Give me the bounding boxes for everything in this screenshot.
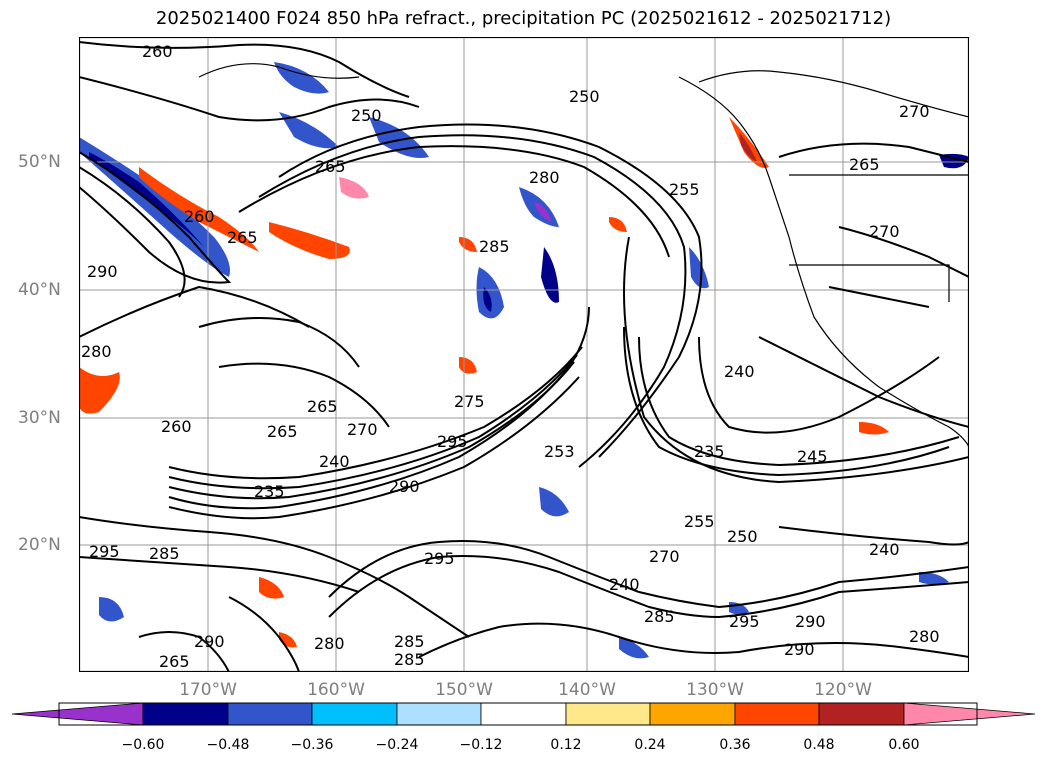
map-panel: 260 250 265 270 280 255 265 250 260 265 … (78, 36, 970, 673)
contour-label: 250 (727, 527, 758, 546)
colorbar-segment (11, 702, 144, 726)
colorbar-tick: 0.60 (888, 737, 920, 753)
contour-label: 265 (227, 228, 258, 247)
colorbar-tick: 0.24 (634, 737, 666, 753)
contour-label: 240 (609, 575, 640, 594)
contour-label: 295 (729, 612, 760, 631)
colorbar-segment (142, 702, 229, 726)
contour-label: 290 (795, 612, 826, 631)
lon-label: 130°W (686, 680, 744, 700)
colorbar-tick: 0.36 (719, 737, 751, 753)
lat-lon-grid (79, 37, 969, 672)
colorbar-tick: −0.24 (375, 737, 419, 753)
colorbar-tick: −0.48 (206, 737, 250, 753)
contour-label: 250 (569, 87, 600, 106)
contour-label: 265 (849, 155, 880, 174)
colorbar-segment (311, 702, 398, 726)
contour-label: 265 (267, 422, 298, 441)
colorbar-segment (734, 702, 820, 726)
contour-label: 265 (307, 397, 338, 416)
coastline (198, 63, 969, 448)
contour-label: 240 (869, 540, 900, 559)
contour-label: 245 (797, 447, 828, 466)
lat-label: 50°N (18, 152, 61, 172)
colorbar-tick: −0.12 (459, 737, 503, 753)
contour-label: 285 (394, 650, 425, 669)
contour-label: 280 (909, 627, 940, 646)
contour-label: 260 (184, 207, 215, 226)
lat-label: 20°N (18, 535, 61, 555)
contour-labels: 260 250 265 270 280 255 265 250 260 265 … (81, 42, 940, 671)
lon-label: 120°W (814, 680, 872, 700)
lon-label: 170°W (179, 680, 237, 700)
contour-label: 255 (684, 512, 715, 531)
colorbar-segment (649, 702, 736, 726)
contour-label: 270 (899, 102, 930, 121)
contour-label: 270 (869, 222, 900, 241)
colorbar-segment (227, 702, 313, 726)
contour-label: 295 (89, 542, 120, 561)
contour-label: 265 (159, 652, 190, 671)
colorbar-segment (903, 702, 1036, 726)
colorbar-segment (480, 702, 567, 726)
figure-title: 2025021400 F024 850 hPa refract., precip… (155, 8, 892, 29)
refractivity-contours (79, 41, 969, 672)
contour-label: 235 (254, 482, 285, 501)
contour-label: 295 (437, 432, 468, 451)
contour-label: 270 (649, 547, 680, 566)
contour-label: 265 (315, 157, 346, 176)
contour-label: 295 (424, 549, 455, 568)
contour-label: 290 (194, 632, 225, 651)
contour-label: 290 (87, 262, 118, 281)
contour-label: 285 (644, 607, 675, 626)
contour-label: 253 (544, 442, 575, 461)
contour-label: 280 (314, 634, 345, 653)
contour-label: 280 (529, 168, 560, 187)
contour-label: 260 (142, 42, 173, 61)
map-canvas: 260 250 265 270 280 255 265 250 260 265 … (78, 36, 970, 673)
colorbar-tick: 0.48 (803, 737, 835, 753)
lon-label: 160°W (307, 680, 365, 700)
map-frame (78, 36, 970, 673)
contour-label: 290 (784, 640, 815, 659)
contour-label: 255 (669, 180, 700, 199)
contour-label: 275 (454, 392, 485, 411)
contour-label: 240 (724, 362, 755, 381)
colorbar-tick: −0.36 (290, 737, 334, 753)
contour-label: 240 (319, 452, 350, 471)
contour-label: 285 (149, 544, 180, 563)
lon-label: 140°W (558, 680, 616, 700)
contour-label: 280 (81, 342, 112, 361)
contour-label: 250 (351, 106, 382, 125)
contour-label: 260 (161, 417, 192, 436)
colorbar-segment (565, 702, 651, 726)
lon-label: 150°W (435, 680, 493, 700)
contour-label: 285 (394, 632, 425, 651)
colorbar (11, 702, 1036, 726)
colorbar-segment (818, 702, 905, 726)
contour-label: 285 (479, 237, 510, 256)
colorbar-tick: −0.60 (121, 737, 165, 753)
lat-label: 30°N (18, 408, 61, 428)
colorbar-segment (396, 702, 482, 726)
contour-label: 270 (347, 420, 378, 439)
colorbar-tick: 0.12 (550, 737, 582, 753)
lat-label: 40°N (18, 280, 61, 300)
contour-label: 290 (389, 477, 420, 496)
contour-label: 235 (694, 442, 725, 461)
